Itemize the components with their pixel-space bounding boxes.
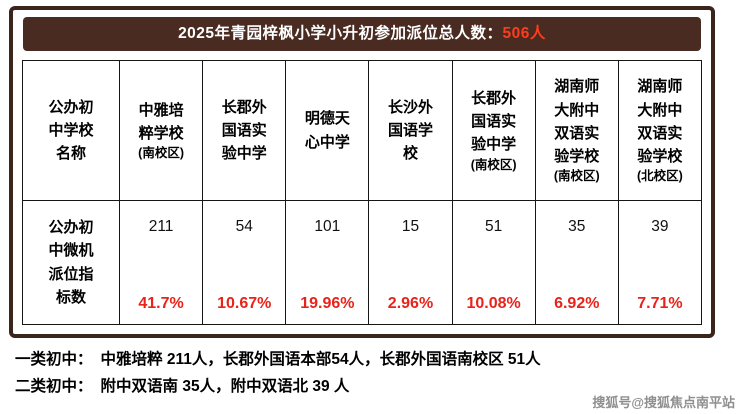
quota-row: 公办初中微机派位指标数 211 41.7% 54 10.67% 101 19.9…: [22, 200, 703, 325]
quota-percent: 19.96%: [300, 295, 355, 312]
quota-percent: 10.08%: [466, 295, 521, 312]
quota-count: 101: [314, 218, 341, 235]
quota-cell: 15 2.96%: [368, 200, 453, 325]
school-name: 长郡外国语实验中学: [471, 89, 517, 154]
quota-percent: 6.92%: [554, 295, 600, 312]
note-text: 中雅培粹 211人，长郡外国语本部54人，长郡外国语南校区 51人: [100, 351, 541, 368]
school-cell: 长郡外国语实验中学: [202, 60, 287, 201]
school-name: 湖南师大附中双语实验学校: [554, 78, 600, 165]
quota-cell: 51 10.08%: [451, 200, 536, 325]
quota-cell: 35 6.92%: [534, 200, 619, 325]
summary-notes: 一类初中： 中雅培粹 211人，长郡外国语本部54人，长郡外国语南校区 51人 二…: [15, 346, 541, 400]
school-campus: (南校区): [553, 169, 600, 184]
school-cell: 长郡外国语实验中学 (南校区): [451, 60, 536, 201]
table-frame: 2025年青园梓枫小学小升初参加派位总人数：506人 公办初中学校名称 中雅培粹…: [9, 6, 715, 338]
row2-label-cell: 公办初中微机派位指标数: [22, 200, 120, 325]
quota-count: 211: [148, 218, 174, 235]
row1-label: 公办初中学校名称: [48, 98, 94, 163]
page-title: 2025年青园梓枫小学小升初参加派位总人数：506人: [23, 17, 701, 51]
quota-percent: 41.7%: [138, 295, 184, 312]
quota-count: 54: [235, 218, 253, 235]
school-cell: 中雅培粹学校 (南校区): [118, 60, 204, 201]
quota-count: 15: [401, 218, 420, 235]
quota-count: 51: [485, 218, 503, 235]
quota-percent: 10.67%: [217, 295, 272, 312]
school-name: 长沙外国语学校: [387, 98, 433, 163]
school-name-row: 公办初中学校名称 中雅培粹学校 (南校区) 长郡外国语实验中学 明德天心中学: [22, 60, 703, 201]
quota-count: 35: [568, 218, 586, 235]
row1-label-cell: 公办初中学校名称: [22, 60, 120, 201]
quota-cell: 39 7.71%: [617, 200, 703, 325]
school-cell: 湖南师大附中双语实验学校 (南校区): [534, 60, 619, 201]
school-name: 湖南师大附中双语实验学校: [637, 78, 683, 165]
note-line-1: 一类初中： 中雅培粹 211人，长郡外国语本部54人，长郡外国语南校区 51人: [15, 346, 541, 373]
note-line-2: 二类初中： 附中双语南 35人，附中双语北 39 人: [15, 373, 541, 400]
school-cell: 长沙外国语学校: [368, 60, 453, 201]
note-label: 一类初中：: [15, 351, 93, 368]
school-name: 长郡外国语实验中学: [221, 98, 267, 163]
quota-count: 39: [651, 218, 669, 235]
quota-percent: 7.71%: [637, 295, 683, 312]
quota-cell: 54 10.67%: [202, 200, 287, 325]
placement-table: 公办初中学校名称 中雅培粹学校 (南校区) 长郡外国语实验中学 明德天心中学: [22, 60, 703, 325]
school-name: 中雅培粹学校: [138, 101, 184, 142]
row2-label: 公办初中微机派位指标数: [48, 219, 94, 306]
quota-cell: 211 41.7%: [118, 200, 204, 325]
quota-percent: 2.96%: [387, 295, 434, 312]
quota-cell: 101 19.96%: [285, 200, 370, 325]
note-label: 二类初中：: [15, 378, 93, 395]
title-total-highlight: 506人: [502, 25, 546, 42]
note-text: 附中双语南 35人，附中双语北 39 人: [100, 378, 350, 395]
watermark: 搜狐号@搜狐焦点南平站: [592, 395, 735, 410]
school-cell: 明德天心中学: [285, 60, 370, 201]
school-campus: (南校区): [138, 146, 184, 160]
school-name: 明德天心中学: [304, 110, 350, 151]
school-campus: (南校区): [470, 157, 517, 172]
school-cell: 湖南师大附中双语实验学校 (北校区): [617, 60, 703, 201]
title-text: 2025年青园梓枫小学小升初参加派位总人数：: [178, 25, 503, 42]
school-campus: (北校区): [637, 169, 683, 184]
